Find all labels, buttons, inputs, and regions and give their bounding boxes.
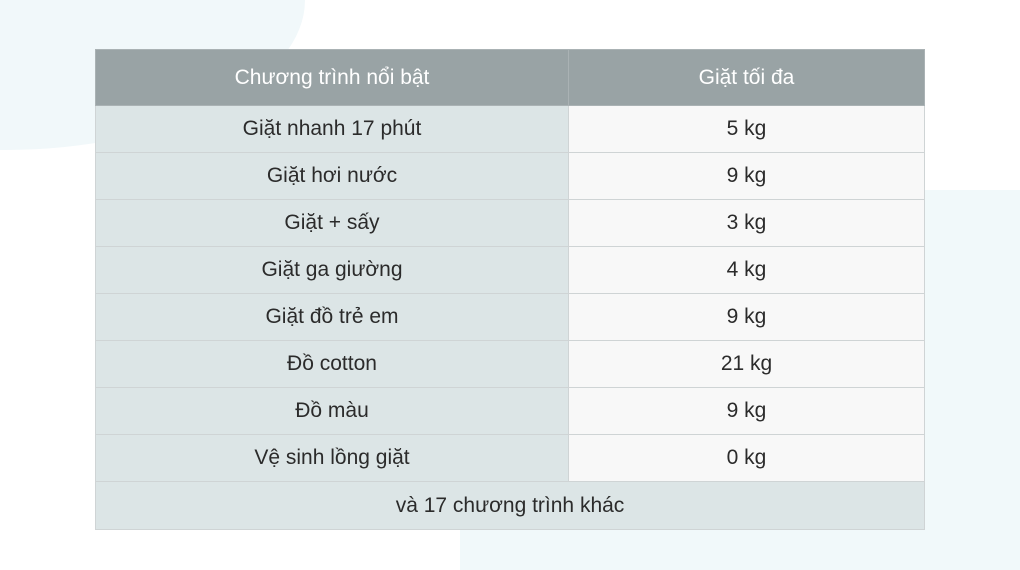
wash-programs-table: Chương trình nổi bật Giặt tối đa Giặt nh… — [95, 49, 925, 530]
max-load: 4 kg — [568, 246, 925, 294]
table-header-row: Chương trình nổi bật Giặt tối đa — [95, 49, 925, 106]
program-name: Giặt nhanh 17 phút — [95, 105, 569, 153]
program-name: Giặt hơi nước — [95, 152, 569, 200]
table-row: Giặt ga giường 4 kg — [95, 246, 925, 294]
more-programs-note: và 17 chương trình khác — [95, 481, 925, 530]
table-row: Đồ màu 9 kg — [95, 387, 925, 435]
table-row: Giặt nhanh 17 phút 5 kg — [95, 105, 925, 153]
program-name: Đồ màu — [95, 387, 569, 435]
program-name: Giặt đồ trẻ em — [95, 293, 569, 341]
max-load: 9 kg — [568, 152, 925, 200]
table-footer-row: và 17 chương trình khác — [95, 481, 925, 530]
max-load: 21 kg — [568, 340, 925, 388]
program-name: Đồ cotton — [95, 340, 569, 388]
max-load: 9 kg — [568, 387, 925, 435]
header-program: Chương trình nổi bật — [95, 49, 569, 106]
program-name: Giặt ga giường — [95, 246, 569, 294]
max-load: 3 kg — [568, 199, 925, 247]
max-load: 9 kg — [568, 293, 925, 341]
program-name: Vệ sinh lồng giặt — [95, 434, 569, 482]
table-row: Giặt đồ trẻ em 9 kg — [95, 293, 925, 341]
table-row: Vệ sinh lồng giặt 0 kg — [95, 434, 925, 482]
table-row: Đồ cotton 21 kg — [95, 340, 925, 388]
program-name: Giặt + sấy — [95, 199, 569, 247]
table-row: Giặt + sấy 3 kg — [95, 199, 925, 247]
max-load: 5 kg — [568, 105, 925, 153]
table-row: Giặt hơi nước 9 kg — [95, 152, 925, 200]
max-load: 0 kg — [568, 434, 925, 482]
header-max-load: Giặt tối đa — [568, 49, 925, 106]
